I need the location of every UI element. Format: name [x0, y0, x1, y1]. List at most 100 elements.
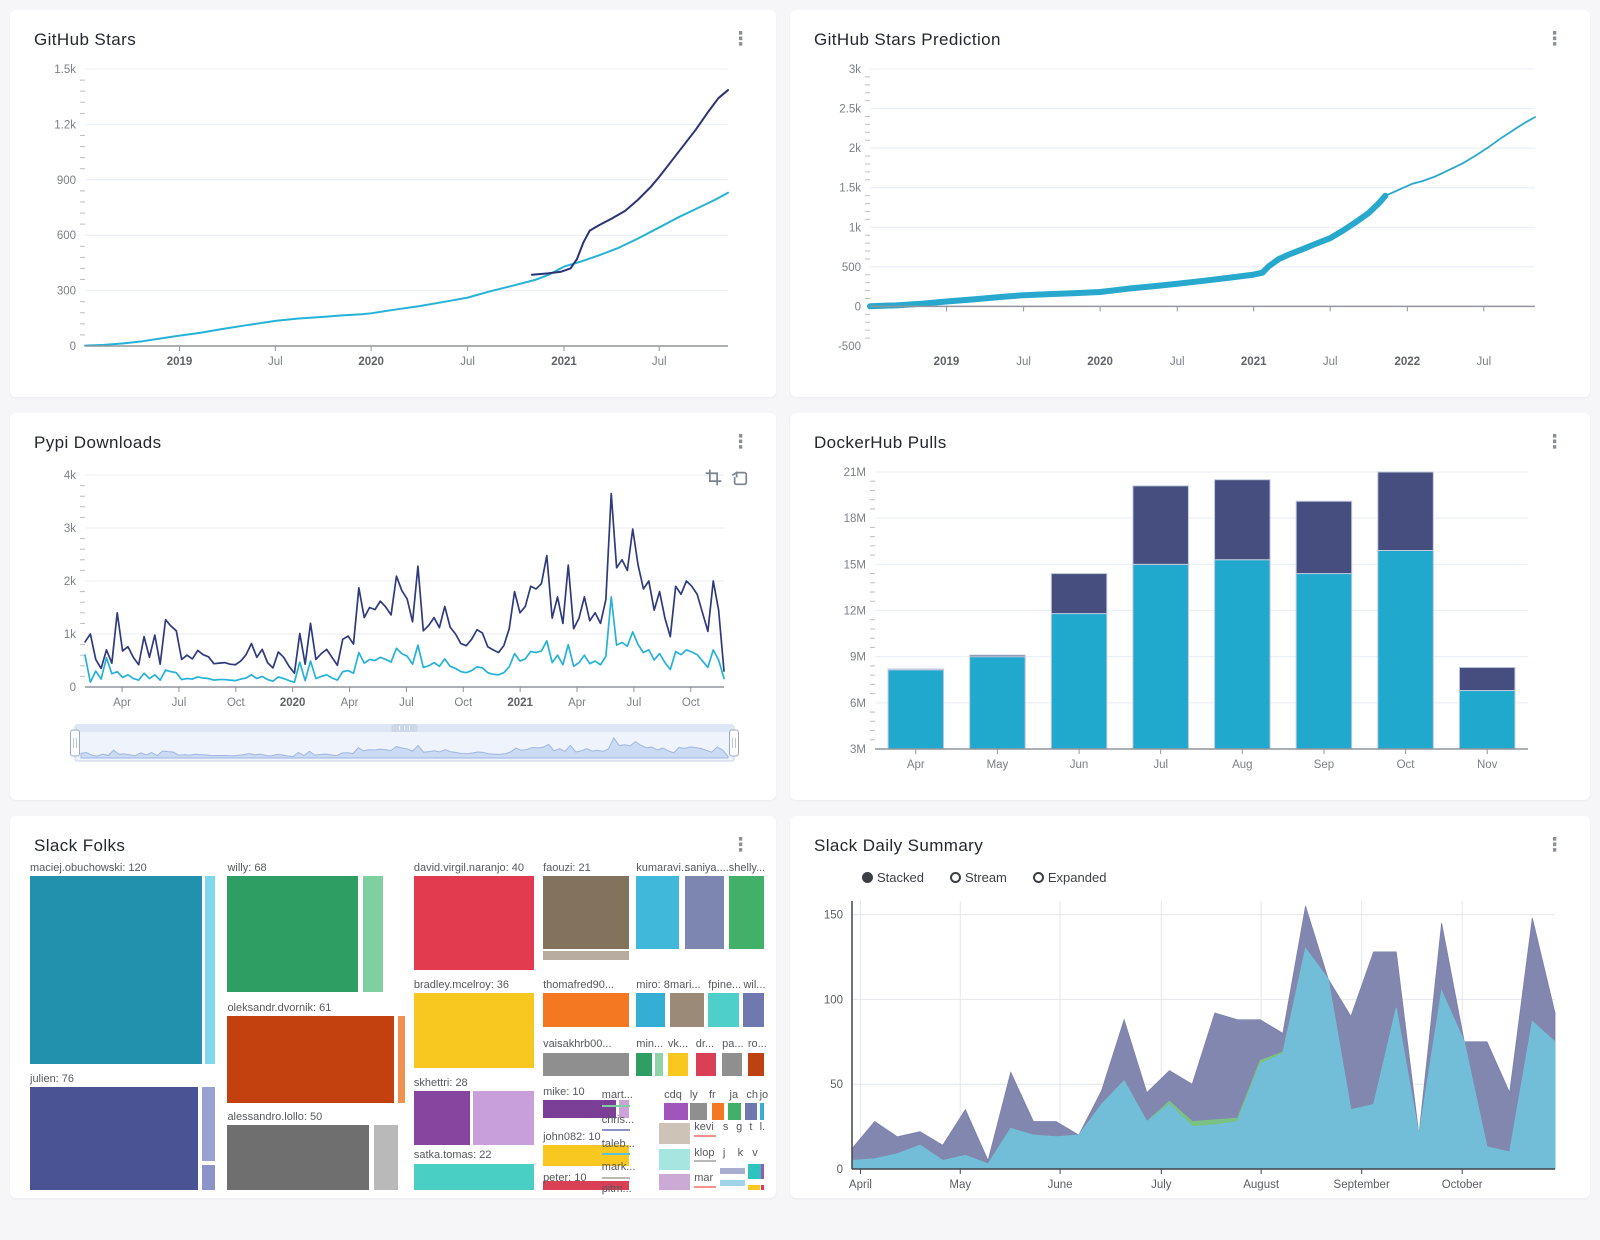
svg-text:600: 600	[57, 230, 76, 242]
treemap-block[interactable]	[413, 876, 535, 970]
treemap-block[interactable]	[659, 1174, 690, 1190]
treemap-block[interactable]	[413, 993, 535, 1069]
treemap-block[interactable]	[689, 1103, 708, 1121]
treemap-block[interactable]	[759, 1103, 764, 1121]
treemap-block[interactable]	[694, 1186, 716, 1188]
svg-text:October: October	[1442, 1179, 1483, 1191]
treemap-block[interactable]	[744, 1103, 757, 1121]
treemap-block[interactable]	[659, 1123, 690, 1145]
treemap-block[interactable]	[670, 993, 704, 1028]
svg-text:2019: 2019	[167, 356, 193, 368]
svg-text:Jun: Jun	[1070, 759, 1089, 771]
treemap-block[interactable]	[636, 1052, 653, 1076]
github-stars-chart: 0 300 600 900 1.2k 1.5k 2019 Jul 2020 Jul 2021 Jul	[54, 64, 729, 368]
treemap-block[interactable]	[695, 1052, 716, 1076]
legend-item-stream[interactable]: Stream	[949, 870, 1007, 885]
treemap-block[interactable]	[664, 1103, 688, 1121]
svg-text:2020: 2020	[358, 356, 384, 368]
treemap-block[interactable]	[398, 1016, 406, 1103]
treemap-block[interactable]	[373, 1125, 399, 1190]
treemap-block[interactable]	[227, 1125, 370, 1190]
svg-text:2021: 2021	[551, 356, 577, 368]
treemap-block[interactable]	[655, 1052, 664, 1076]
treemap-label: skhettri: 28	[413, 1076, 468, 1089]
datazoom-slider[interactable]	[70, 724, 739, 762]
treemap-block[interactable]	[413, 1163, 535, 1190]
treemap-block[interactable]	[722, 1052, 742, 1076]
treemap-block[interactable]	[708, 993, 740, 1028]
treemap-label: cdq	[664, 1089, 682, 1102]
treemap-block[interactable]	[413, 1090, 470, 1146]
treemap-block[interactable]	[473, 1090, 535, 1146]
treemap-block[interactable]	[543, 876, 629, 950]
svg-text:18M: 18M	[844, 513, 866, 525]
treemap-block[interactable]	[747, 1163, 762, 1179]
treemap-label: oleksandr.dvornik: 61	[227, 1001, 332, 1014]
treemap-block[interactable]	[747, 1052, 764, 1076]
treemap-block[interactable]	[761, 1184, 764, 1190]
treemap-label: david.virgil.naranjo: 40	[413, 862, 524, 874]
restore-icon[interactable]	[731, 469, 748, 486]
treemap-block[interactable]	[747, 1184, 760, 1190]
treemap-block[interactable]	[601, 1176, 631, 1179]
treemap-block[interactable]	[227, 876, 359, 993]
svg-text:April: April	[849, 1179, 872, 1191]
treemap-block[interactable]	[636, 993, 665, 1028]
kebab-menu-icon[interactable]: ⋮	[1545, 835, 1564, 856]
treemap-block[interactable]	[201, 1087, 215, 1161]
legend-item-stacked[interactable]: Stacked	[862, 870, 924, 885]
svg-text:500: 500	[842, 262, 861, 274]
datazoom-icon[interactable]	[705, 469, 722, 486]
treemap-block[interactable]	[543, 993, 629, 1028]
treemap-block[interactable]	[761, 1163, 764, 1179]
treemap-block[interactable]	[601, 1104, 631, 1107]
treemap-block[interactable]	[205, 876, 215, 1065]
treemap-label: j	[722, 1146, 726, 1159]
treemap-block[interactable]	[711, 1103, 724, 1121]
treemap-block[interactable]	[227, 1016, 395, 1103]
kebab-menu-icon[interactable]: ⋮	[1545, 432, 1564, 453]
treemap-block[interactable]	[659, 1148, 690, 1170]
treemap-label: ch	[746, 1089, 758, 1102]
treemap-block[interactable]	[543, 1100, 616, 1118]
treemap-block[interactable]	[743, 993, 764, 1028]
treemap-block[interactable]	[719, 1167, 745, 1174]
treemap-block[interactable]	[618, 1100, 629, 1118]
legend-item-expanded[interactable]: Expanded	[1032, 870, 1106, 885]
treemap-block[interactable]	[601, 1128, 631, 1132]
treemap-block[interactable]	[719, 1180, 745, 1187]
treemap-block[interactable]	[543, 1052, 629, 1076]
svg-text:3k: 3k	[849, 64, 861, 76]
treemap-block[interactable]	[667, 1052, 688, 1076]
slider-handle-left[interactable]	[70, 729, 80, 757]
treemap-block[interactable]	[543, 950, 629, 960]
kebab-menu-icon[interactable]: ⋮	[731, 835, 750, 856]
ring-circle-icon	[949, 872, 961, 883]
kebab-menu-icon[interactable]: ⋮	[731, 29, 750, 50]
treemap-block[interactable]	[543, 1145, 629, 1167]
treemap-block[interactable]	[30, 1087, 199, 1190]
treemap-label: jo	[759, 1089, 769, 1102]
kebab-menu-icon[interactable]: ⋮	[1545, 29, 1564, 50]
treemap-label: mar	[694, 1172, 714, 1185]
treemap-block[interactable]	[201, 1165, 215, 1190]
treemap-block[interactable]	[684, 876, 724, 950]
treemap-block[interactable]	[362, 876, 384, 993]
svg-text:1.5k: 1.5k	[839, 183, 861, 195]
treemap-block[interactable]	[694, 1134, 716, 1137]
treemap-block[interactable]	[601, 1152, 631, 1156]
kebab-menu-icon[interactable]: ⋮	[731, 432, 750, 453]
treemap-label: vaisakhrb00...	[543, 1038, 612, 1051]
svg-text:3k: 3k	[64, 523, 76, 535]
treemap-block[interactable]	[30, 876, 202, 1065]
treemap-block[interactable]	[694, 1160, 716, 1163]
svg-text:Apr: Apr	[341, 697, 359, 709]
treemap-block[interactable]	[636, 876, 679, 950]
treemap-block[interactable]	[543, 1181, 629, 1190]
svg-text:6M: 6M	[850, 698, 866, 710]
treemap-block[interactable]	[728, 1103, 742, 1121]
svg-text:Apr: Apr	[907, 759, 925, 771]
treemap-block[interactable]	[728, 876, 764, 950]
slider-handle-right[interactable]	[729, 729, 739, 757]
svg-text:Apr: Apr	[113, 697, 131, 709]
